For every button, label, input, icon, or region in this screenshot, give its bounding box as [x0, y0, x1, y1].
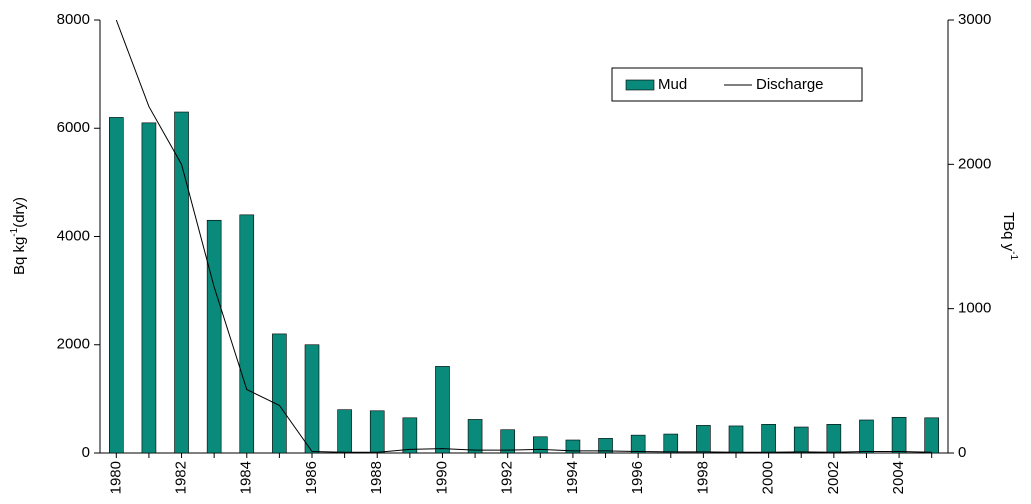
label-part: (dry): [11, 197, 28, 228]
x-tick-label: 1982: [173, 461, 190, 494]
x-tick-label: 2002: [825, 461, 842, 494]
line: [115, 19, 932, 453]
x-tick-label: 1980: [107, 461, 124, 494]
bar: [467, 419, 483, 454]
bar: [109, 117, 124, 454]
y-tick-label: 8000: [57, 11, 90, 28]
bar: [565, 439, 581, 454]
bar: [239, 214, 255, 454]
x-tick-label: 1994: [564, 461, 581, 494]
bar: [141, 122, 157, 454]
bar: [337, 409, 352, 454]
bar: [369, 410, 385, 454]
bar: [793, 426, 809, 454]
y2-tick-label: 3000: [958, 11, 991, 28]
bar: [174, 111, 189, 454]
y-tick-label: 2000: [57, 336, 90, 353]
bar: [826, 424, 842, 454]
x-tick-label: 1992: [499, 461, 516, 494]
y2-tick-label: 1000: [958, 300, 991, 317]
bar: [891, 416, 907, 454]
label-part: TBq y: [1000, 212, 1017, 252]
x-tick-label: 1996: [629, 461, 646, 494]
x-tick-label: 2004: [890, 461, 907, 494]
y-tick-label: 4000: [57, 227, 90, 244]
x-tick-label: 1988: [368, 461, 385, 494]
bar: [728, 425, 744, 454]
bar: [859, 419, 874, 454]
bar: [206, 219, 222, 454]
bar: [761, 424, 776, 454]
bar: [402, 417, 418, 454]
x-tick-label: 2000: [760, 461, 777, 494]
bar: [924, 417, 939, 454]
label-sup: -1: [9, 227, 20, 236]
bar: [435, 366, 450, 454]
bar: [272, 333, 287, 454]
legend-label: Mud: [658, 76, 687, 93]
y-axis-label: Bq kg-1(dry): [9, 197, 28, 275]
y2-axis-label: TBq y-1: [1000, 212, 1019, 261]
legend-label: Discharge: [756, 76, 824, 93]
bar: [663, 433, 679, 454]
y-tick-label: 0: [82, 444, 90, 461]
label-sup: -1: [1008, 251, 1019, 260]
bar: [598, 438, 613, 454]
x-tick-label: 1984: [238, 461, 255, 494]
x-tick-label: 1998: [694, 461, 711, 494]
x-tick-label: 1990: [433, 461, 450, 494]
bar: [696, 425, 711, 454]
bar: [500, 429, 515, 454]
legend-swatch: [625, 79, 655, 91]
bar: [304, 344, 320, 454]
x-tick-label: 1986: [303, 461, 320, 494]
y2-tick-label: 0: [958, 444, 966, 461]
bar: [533, 436, 548, 454]
y-tick-label: 6000: [57, 119, 90, 136]
y2-tick-label: 2000: [958, 155, 991, 172]
label-part: Bq kg: [11, 237, 28, 275]
bar: [630, 434, 646, 454]
